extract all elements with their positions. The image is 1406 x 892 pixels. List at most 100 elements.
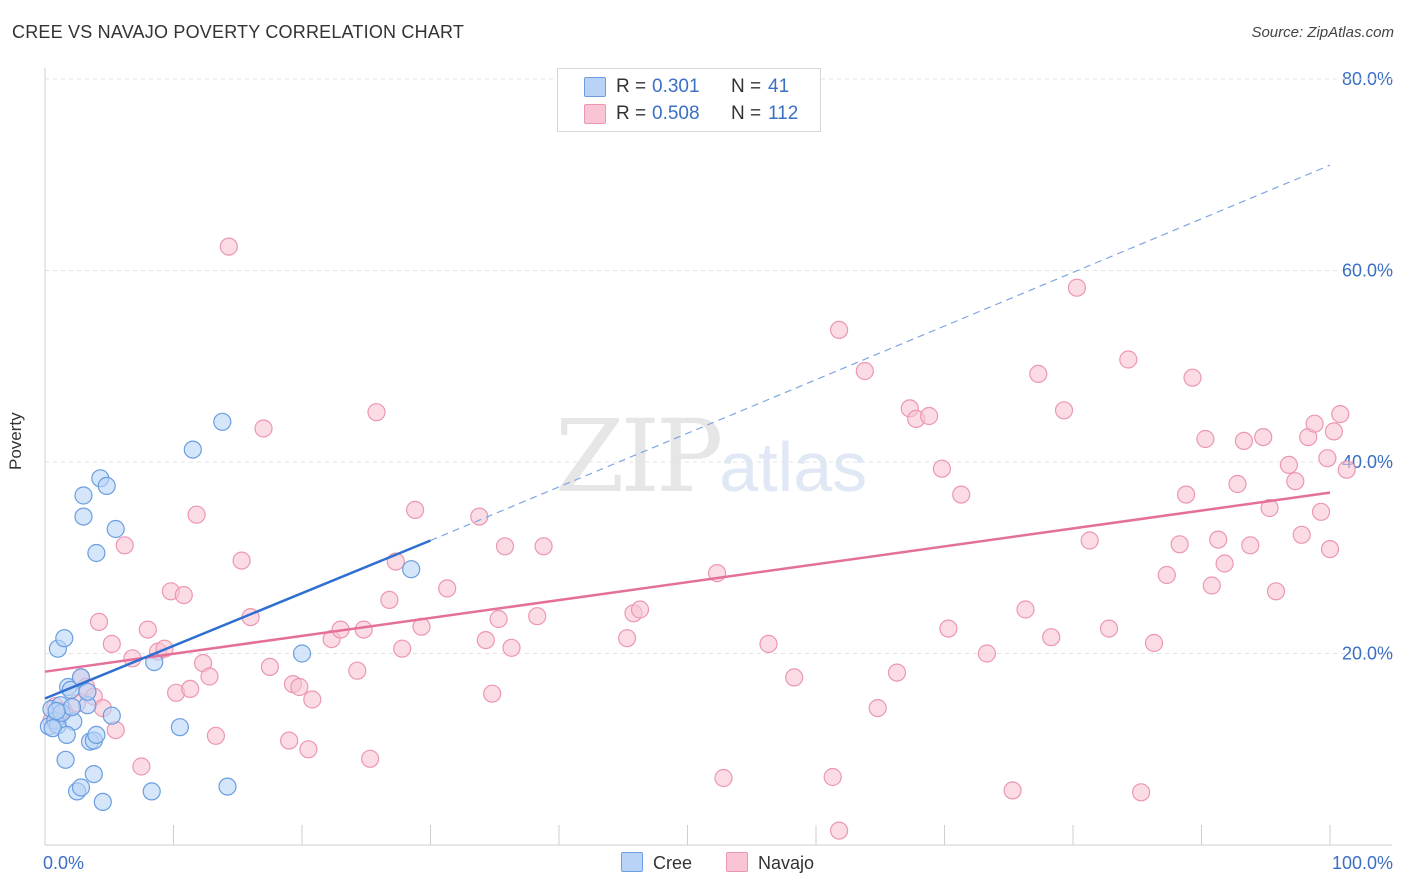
legend-n-value: 41 [768,76,790,97]
navajo-point [887,663,907,682]
navajo-point [1266,582,1286,601]
navajo-point [855,361,874,381]
bottom-legend-cree: Cree [621,852,692,874]
y-tick-label: 60.0% [1342,261,1393,281]
navajo-point [1260,498,1279,518]
navajo-point [829,821,849,840]
navajo-point [823,767,842,787]
navajo-point [200,667,219,686]
navajo-point [919,406,939,426]
cree-point [47,701,66,721]
navajo-point [617,629,637,648]
cree-point [74,507,93,526]
navajo-point [290,677,309,697]
navajo-point [1286,472,1305,491]
navajo-point [232,551,251,570]
bottom-legend-swatch-navajo [726,852,748,872]
navajo-point [483,684,502,703]
navajo-point [1202,576,1221,595]
cree-point [71,778,91,797]
navajo-point [361,749,380,768]
legend-n-value: 112 [768,103,799,124]
navajo-point [1176,485,1196,504]
navajo-point [785,668,804,687]
navajo-point [1228,474,1247,494]
navajo-point [132,757,151,776]
navajo-point [939,619,958,638]
navajo-point [1337,460,1356,479]
navajo-point [367,403,386,422]
legend-r-value: 0.301 [652,76,700,97]
legend-r-label: R = [616,76,647,97]
navajo-point [303,690,322,709]
cree-point [402,560,421,579]
cree-trend-extension [430,164,1331,542]
x-tick-label: 0.0% [43,853,84,873]
watermark-zip: ZIP [555,398,723,515]
navajo-point [868,698,887,718]
cree-point [78,682,97,701]
navajo-point [1279,455,1299,474]
navajo-point [393,639,412,658]
navajo-point [1209,530,1228,549]
cree-point [57,725,76,745]
navajo-point [489,609,508,629]
navajo-point [138,620,157,639]
cree-point [292,644,312,663]
legend-swatch-navajo [584,104,606,124]
navajo-point [260,657,279,677]
navajo-point [102,634,121,654]
cree-point [56,750,75,769]
navajo-point [759,634,778,654]
navajo-point [406,500,425,519]
bottom-legend-swatch-cree [621,852,643,872]
navajo-point [354,620,373,639]
chart-title: CREE VS NAVAJO POVERTY CORRELATION CHART [12,22,465,42]
navajo-point [1311,502,1331,521]
navajo-point [1067,278,1087,297]
navajo-point [1080,531,1099,550]
navajo-point [438,579,457,598]
navajo-point [254,419,273,438]
bottom-legend-label-navajo: Navajo [758,853,815,873]
navajo-point [528,607,547,626]
navajo-point [476,630,495,650]
navajo-point [348,661,367,680]
cree-point [74,486,93,505]
navajo-point [932,459,952,478]
navajo-point [534,537,553,556]
cree-point [183,440,202,459]
cree-point [170,718,189,737]
cree-point [87,543,106,563]
navajo-point [1054,401,1074,420]
cree-point [84,764,103,784]
legend-n-label: N = [731,103,762,124]
navajo-point [1196,429,1215,449]
navajo-point [1215,554,1234,573]
legend-swatch-cree [584,77,606,97]
navajo-trend-line [44,491,1331,673]
cree-trend-line [44,539,431,700]
watermark-atlas: atlas [719,428,868,506]
legend-r-value: 0.508 [652,103,700,124]
navajo-point [1042,628,1061,647]
navajo-point [299,740,318,759]
cree-point [218,777,237,796]
navajo-point [1119,350,1138,369]
navajo-point [1324,422,1344,441]
navajo-point [187,505,206,524]
legend-r-label: R = [616,103,647,124]
navajo-point [1016,600,1035,619]
navajo-point [1292,525,1311,544]
navajo-point [714,768,733,788]
cree-point [55,629,74,648]
navajo-point [219,237,238,256]
cree-point [97,476,116,495]
bottom-legend-navajo: Navajo [726,852,814,874]
navajo-point [1003,781,1022,800]
cree-point [102,706,121,725]
navajo-point [115,536,134,555]
navajo-point [1234,431,1254,450]
navajo-point [181,679,200,699]
